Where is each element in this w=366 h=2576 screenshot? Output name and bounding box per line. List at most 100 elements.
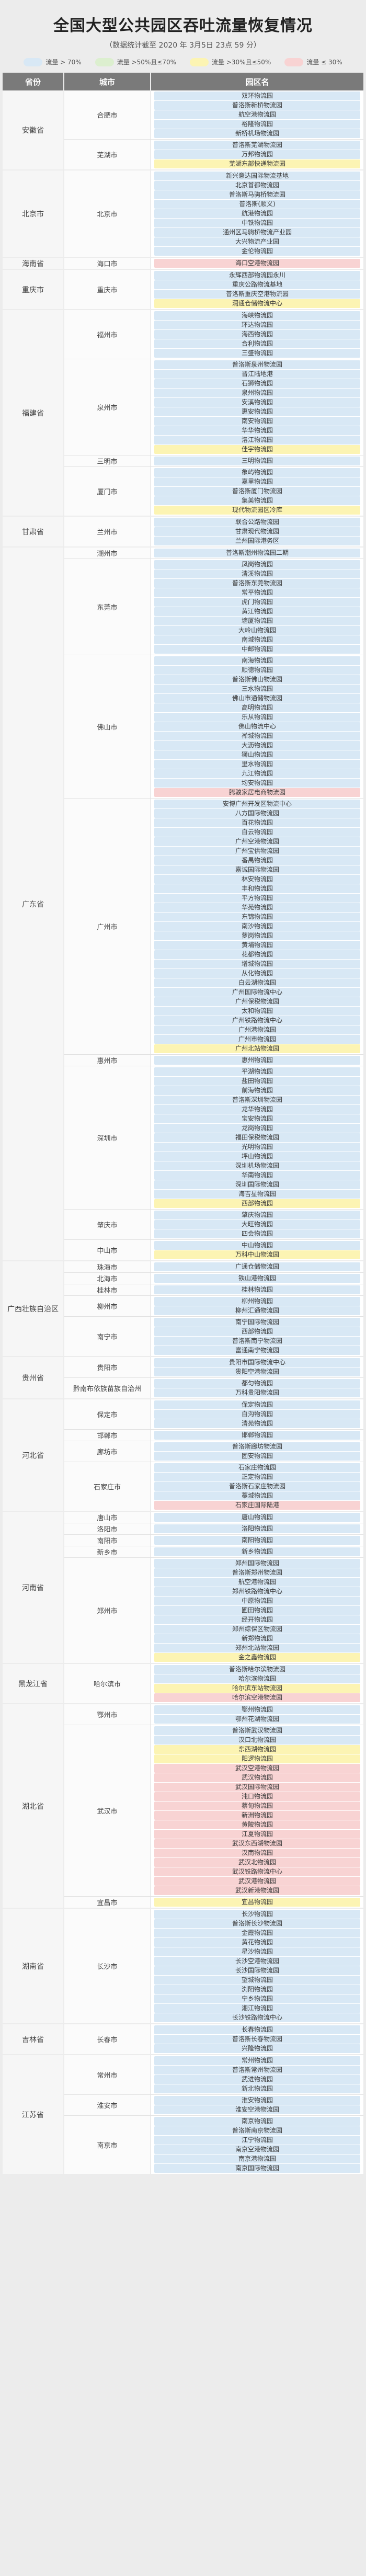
park-cell: 长沙空港物流园 (154, 1957, 360, 1966)
park-list: 凤岗物流园 清溪物流园 普洛斯东莞物流园 常平物流园 虎门物流园 黄江物流园 塘厦物流园 大岭… (151, 559, 363, 655)
park-cell: 鄂州物流园 (154, 1705, 360, 1714)
park-cell: 江宁物流园 (154, 2136, 360, 2145)
park-cell: 圃田物流园 (154, 1606, 360, 1615)
park-cell: 黄陂物流园 (154, 1820, 360, 1829)
park-cell: 长沙铁路物流中心 (154, 2013, 360, 2022)
park-list: 普洛斯芜湖物流园 万邦物流园 芜湖东部快递物流园 (151, 140, 363, 169)
park-cell: 普洛斯重庆空港物流园 (154, 290, 360, 299)
park-cell: 武进物流园 (154, 2075, 360, 2084)
park-cell: 合利物流园 (154, 339, 360, 348)
park-cell: 广州市物流园 (154, 1035, 360, 1044)
park-cell: 都匀物流园 (154, 1379, 360, 1388)
park-cell: 八方国际物流园 (154, 809, 360, 818)
park-cell: 汉口北物流园 (154, 1736, 360, 1745)
city-name: 桂林市 (64, 1284, 151, 1295)
legend-swatch (190, 58, 209, 66)
province-name: 甘肃省 (3, 517, 64, 546)
park-cell: 大兴物流产业园 (154, 237, 360, 246)
park-cell: 星沙物流园 (154, 1947, 360, 1956)
park-cell: 郑州国际物流园 (154, 1559, 360, 1568)
province-name: 河北省 (3, 1399, 64, 1511)
city-row: 淮安市 淮安物流园 淮安空港物流园 (64, 2095, 363, 2116)
park-cell: 腾骏家居电商物流园 (154, 788, 360, 797)
park-cell: 普洛斯(顺义) (154, 200, 360, 209)
city-row: 鄂州市 鄂州物流园 鄂州花湖物流园 (64, 1704, 363, 1725)
park-cell: 广州北站物流园 (154, 1044, 360, 1053)
park-cell: 长春物流园 (154, 2025, 360, 2034)
legend-item: 流量 > 70% (24, 58, 82, 66)
park-list: 中山物流园 万科中山物流园 (151, 1240, 363, 1260)
park-cell: 集美物流园 (154, 496, 360, 505)
park-cell: 常平物流园 (154, 588, 360, 597)
park-list: 柳州物流园 柳州汇通物流园 (151, 1296, 363, 1316)
park-cell: 邯郸物流园 (154, 1431, 360, 1440)
park-cell: 嘉诚国际物流园 (154, 865, 360, 874)
province-group: 湖南省 长沙市 长沙物流园 普洛斯长沙物流园 金霞物流园 黄花物流园 星沙物流园 长沙空港物流… (3, 1909, 363, 2024)
park-cell: 黄埔物流园 (154, 941, 360, 950)
park-cell: 双环物流园 (154, 92, 360, 100)
province-group: 广西壮族自治区 珠海市 广通仓储物流园 北海市 铁山港物流园 桂林市 桂林物流园 柳州市 柳州物… (3, 1261, 363, 1357)
park-cell: 万科中山物流园 (154, 1250, 360, 1259)
park-cell: 航港物流园 (154, 209, 360, 218)
park-cell: 长沙国际物流园 (154, 1966, 360, 1975)
city-row: 宜昌市 宜昌物流园 (64, 1897, 363, 1908)
city-name: 石家庄市 (64, 1462, 151, 1511)
park-list: 广通仓储物流园 (151, 1261, 363, 1272)
park-list: 普洛斯潮州物流园二期 (151, 548, 363, 558)
park-cell: 三盛物流园 (154, 349, 360, 358)
city-list: 珠海市 广通仓储物流园 北海市 铁山港物流园 桂林市 桂林物流园 柳州市 柳州物流园 柳州汇通物… (64, 1261, 363, 1356)
city-name: 合肥市 (64, 90, 151, 139)
park-cell: 白云湖物流园 (154, 978, 360, 987)
park-cell: 普洛斯南京物流园 (154, 2126, 360, 2135)
province-name: 安徽省 (3, 90, 64, 169)
park-cell: 福田保税物流园 (154, 1133, 360, 1142)
city-row: 唐山市 唐山物流园 (64, 1512, 363, 1523)
park-cell: 九江物流园 (154, 769, 360, 778)
park-cell: 保定物流园 (154, 1400, 360, 1409)
park-cell: 广州空港物流园 (154, 837, 360, 846)
park-cell: 狮山物流园 (154, 750, 360, 759)
city-name: 潮州市 (64, 548, 151, 558)
park-cell: 润通仓储物流中心 (154, 299, 360, 308)
park-cell: 大岭山物流园 (154, 626, 360, 635)
city-name: 哈尔滨市 (64, 1664, 151, 1703)
park-list: 淮安物流园 淮安空港物流园 (151, 2095, 363, 2115)
city-row: 珠海市 广通仓储物流园 (64, 1261, 363, 1273)
city-row: 柳州市 柳州物流园 柳州汇通物流园 (64, 1296, 363, 1317)
city-name: 常州市 (64, 2055, 151, 2094)
park-cell: 富通南宁物流园 (154, 1346, 360, 1355)
park-cell: 惠安物流园 (154, 407, 360, 416)
park-cell: 均安物流园 (154, 779, 360, 788)
park-cell: 新乡物流园 (154, 1547, 360, 1556)
city-list: 唐山市 唐山物流园 洛阳市 洛阳物流园 南阳市 南阳物流园 新乡市 新乡物流园 郑州市 郑州国际物… (64, 1512, 363, 1663)
park-cell: 象屿物流园 (154, 468, 360, 477)
park-cell: 洛阳物流园 (154, 1524, 360, 1533)
city-row: 邯郸市 邯郸物流园 (64, 1430, 363, 1441)
park-cell: 武汉物流园 (154, 1773, 360, 1782)
park-list: 新兴意达国际物流基地 北京首都物流园 普洛斯马驹桥物流园 普洛斯(顺义) 航港物流园 中铁… (151, 170, 363, 257)
park-list: 平湖物流园 盐田物流园 前海物流园 普洛斯深圳物流园 龙华物流园 宝安物流园 龙岗物流园 福田… (151, 1066, 363, 1209)
city-name: 南宁市 (64, 1317, 151, 1356)
park-cell: 蔡甸物流园 (154, 1802, 360, 1810)
park-list: 象屿物流园 嘉里物流园 普洛斯厦门物流园 集美物流园 现代物流园区冷库 (151, 467, 363, 516)
city-name: 宜昌市 (64, 1897, 151, 1908)
city-row: 深圳市 平湖物流园 盐田物流园 前海物流园 普洛斯深圳物流园 龙华物流园 宝安物流园 龙岗物流… (64, 1066, 363, 1210)
city-list: 北京市 新兴意达国际物流基地 北京首都物流园 普洛斯马驹桥物流园 普洛斯(顺义) 航港物流… (64, 170, 363, 257)
park-cell: 南沙物流园 (154, 922, 360, 931)
park-cell: 黄花物流园 (154, 1938, 360, 1947)
city-row: 北海市 铁山港物流园 (64, 1273, 363, 1284)
park-list: 邯郸物流园 (151, 1430, 363, 1441)
park-cell: 南京物流园 (154, 2117, 360, 2126)
park-cell: 白云物流园 (154, 828, 360, 837)
park-cell: 柳州汇通物流园 (154, 1306, 360, 1315)
park-cell: 顺德物流园 (154, 666, 360, 675)
page: 全国大型公共园区吞吐流量恢复情况 （数据统计截至 2020 年 3月5日 23点… (3, 17, 363, 2175)
park-cell: 兴隆物流园 (154, 2044, 360, 2053)
park-cell: 华华物流园 (154, 426, 360, 435)
city-list: 兰州市 联合公路物流园 甘肃现代物流园 兰州国际港务区 (64, 517, 363, 546)
legend-label: 流量 >50%且≤70% (117, 59, 176, 66)
park-cell: 武汉新港物流园 (154, 1886, 360, 1895)
city-name: 东莞市 (64, 559, 151, 655)
park-cell: 花都物流园 (154, 950, 360, 959)
city-row: 长沙市 长沙物流园 普洛斯长沙物流园 金霞物流园 黄花物流园 星沙物流园 长沙空港物流园 长沙… (64, 1909, 363, 2023)
